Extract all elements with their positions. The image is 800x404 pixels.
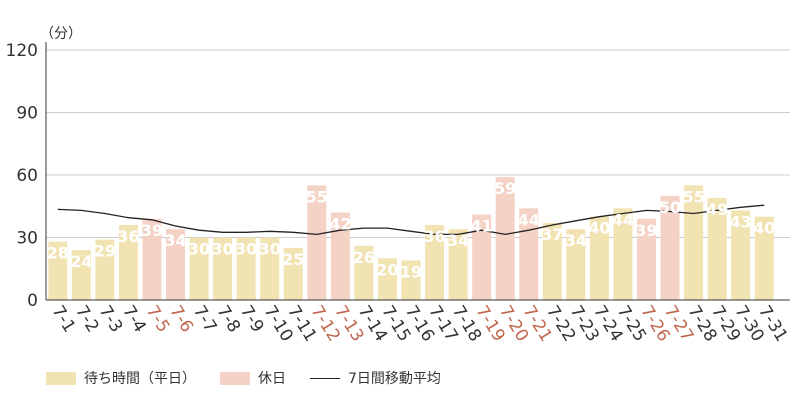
- legend-item-weekday: 待ち時間（平日）: [46, 368, 196, 388]
- y-tick-label: 120: [6, 41, 38, 61]
- bar: [377, 258, 397, 300]
- bar: [118, 225, 138, 300]
- x-tick-label: 7-7: [189, 302, 221, 336]
- bar-value-label: 55: [682, 187, 704, 206]
- bar-value-label: 30: [211, 240, 233, 259]
- bar-value-label: 39: [635, 221, 657, 240]
- bar: [95, 239, 115, 300]
- legend-item-holiday: 休日: [220, 368, 286, 388]
- x-tick-label: 7-2: [71, 302, 103, 336]
- bar-value-label: 20: [376, 260, 398, 279]
- bar-value-label: 29: [94, 242, 116, 261]
- bar-value-label: 30: [188, 240, 210, 259]
- legend-label-weekday: 待ち時間（平日）: [84, 371, 196, 387]
- bar-value-label: 26: [353, 248, 375, 267]
- bar-value-label: 42: [329, 215, 351, 234]
- bar: [472, 214, 492, 300]
- bar-value-label: 37: [541, 225, 563, 244]
- axes: 03060901207-17-27-37-47-57-67-77-87-97-1…: [6, 41, 792, 345]
- bar-value-label: 36: [117, 227, 139, 246]
- x-tick-label: 7-4: [118, 302, 150, 336]
- bar: [236, 237, 256, 300]
- bar: [142, 218, 162, 300]
- bar-value-label: 24: [70, 252, 92, 271]
- y-tick-label: 90: [16, 104, 38, 124]
- bar-value-label: 34: [164, 231, 186, 250]
- legend-swatch-holiday: [220, 371, 250, 385]
- legend-label-moving-average: 7日間移動平均: [348, 371, 441, 387]
- y-tick-label: 60: [16, 166, 38, 186]
- bar: [589, 216, 609, 300]
- bar: [354, 245, 374, 300]
- bar-value-label: 39: [141, 221, 163, 240]
- bar: [260, 237, 280, 300]
- bar: [213, 237, 233, 300]
- bar-value-label: 40: [753, 219, 775, 238]
- x-tick-label: 7-3: [95, 302, 127, 336]
- bar: [684, 185, 704, 300]
- moving-average-line: [57, 204, 765, 236]
- bar: [707, 197, 727, 300]
- bar: [636, 218, 656, 300]
- bar: [189, 237, 209, 300]
- bar-value-label: 28: [47, 244, 69, 263]
- bar: [425, 225, 445, 300]
- legend-swatch-weekday: [46, 371, 76, 385]
- bar: [660, 195, 680, 300]
- bar-value-label: 49: [706, 200, 728, 219]
- bar: [401, 260, 421, 300]
- bar: [307, 185, 327, 300]
- bar: [495, 177, 515, 300]
- x-tick-label: 7-6: [165, 302, 197, 336]
- moving-average-polyline: [57, 204, 765, 236]
- bar-value-label: 25: [282, 250, 304, 269]
- bar-value-label: 19: [400, 262, 422, 281]
- bar: [71, 250, 91, 300]
- bar: [166, 229, 186, 300]
- bar-value-label: 36: [423, 227, 445, 246]
- y-tick-label: 0: [27, 291, 38, 311]
- legend-swatch-moving-average: [310, 377, 340, 379]
- x-tick-label: 7-9: [236, 302, 268, 336]
- bar: [448, 229, 468, 300]
- bar: [566, 229, 586, 300]
- legend: 待ち時間（平日） 休日 7日間移動平均: [46, 368, 465, 388]
- bar-value-label: 59: [494, 179, 516, 198]
- bar-value-label: 55: [306, 187, 328, 206]
- bar-value-label: 40: [588, 219, 610, 238]
- x-tick-label: 7-8: [212, 302, 244, 336]
- legend-label-holiday: 休日: [258, 371, 286, 387]
- bar-value-label: 50: [659, 198, 681, 217]
- x-tick-label: 7-5: [142, 302, 174, 336]
- y-axis-unit-label: （分）: [40, 26, 82, 42]
- bar-value-label: 30: [235, 240, 257, 259]
- bar: [330, 212, 350, 300]
- x-tick-label: 7-1: [48, 302, 80, 336]
- bar-value-label: 43: [730, 212, 752, 231]
- bar-value-label: 44: [612, 210, 634, 229]
- y-tick-label: 30: [16, 229, 38, 249]
- bar-value-label: 34: [447, 231, 469, 250]
- bar: [613, 208, 633, 300]
- bar: [48, 241, 68, 300]
- legend-item-moving-average: 7日間移動平均: [310, 368, 441, 388]
- bar-value-label: 34: [565, 231, 587, 250]
- bar: [754, 216, 774, 300]
- bar: [731, 210, 751, 300]
- bar-value-label: 41: [471, 217, 493, 236]
- bar: [542, 222, 562, 300]
- bar: [283, 247, 303, 300]
- bar-value-label: 30: [259, 240, 281, 259]
- bar-value-label: 44: [518, 210, 540, 229]
